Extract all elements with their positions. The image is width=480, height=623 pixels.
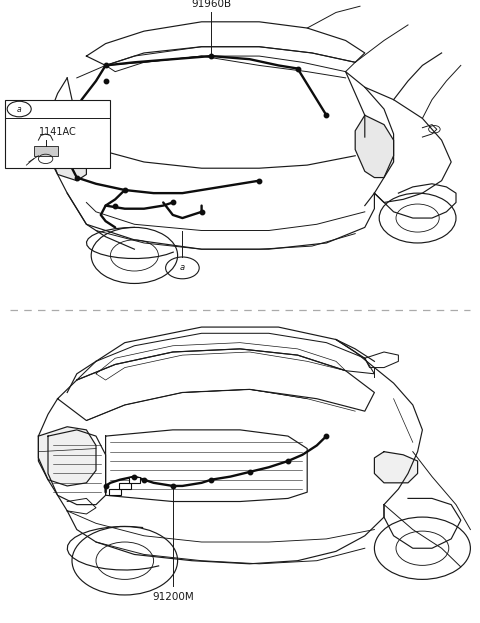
- FancyBboxPatch shape: [119, 483, 131, 489]
- FancyBboxPatch shape: [34, 146, 58, 156]
- FancyBboxPatch shape: [5, 100, 110, 168]
- Polygon shape: [355, 115, 394, 178]
- FancyBboxPatch shape: [129, 477, 140, 483]
- Text: 91200M: 91200M: [152, 592, 193, 602]
- Text: a: a: [180, 264, 185, 272]
- Polygon shape: [48, 115, 86, 181]
- Text: 91960B: 91960B: [191, 0, 231, 9]
- Polygon shape: [374, 452, 418, 483]
- Text: 1141AC: 1141AC: [39, 127, 76, 138]
- Text: a: a: [17, 105, 22, 113]
- FancyBboxPatch shape: [109, 489, 121, 495]
- Polygon shape: [38, 427, 96, 486]
